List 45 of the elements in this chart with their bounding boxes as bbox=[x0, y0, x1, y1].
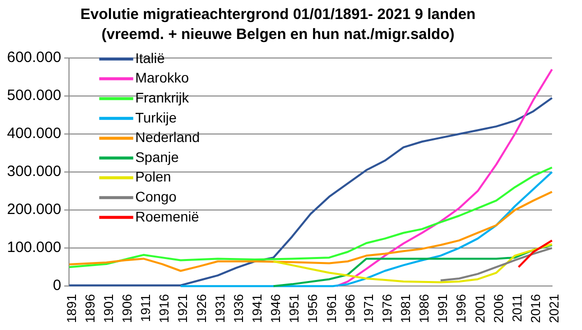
y-tick-label: 200.000 bbox=[6, 201, 62, 218]
legend-label: Nederland bbox=[135, 129, 200, 146]
legend-label: Congo bbox=[135, 188, 177, 204]
legend-label: Frankrijk bbox=[135, 89, 190, 106]
legend-label: Turkije bbox=[135, 109, 177, 126]
x-tick-label: 2011 bbox=[509, 294, 524, 322]
x-tick-label: 1916 bbox=[156, 294, 172, 323]
x-tick-label: 1971 bbox=[360, 294, 376, 323]
x-tick-label: 1951 bbox=[286, 294, 302, 323]
x-tick-label: 1936 bbox=[230, 294, 246, 323]
x-tick-label: 1896 bbox=[82, 294, 98, 323]
x-tick-label: 1901 bbox=[100, 294, 116, 323]
x-tick-label: 2001 bbox=[472, 294, 488, 323]
y-tick-label: 0 bbox=[52, 277, 62, 294]
x-tick-label: 1941 bbox=[249, 294, 264, 323]
x-tick-label: 1961 bbox=[324, 294, 339, 323]
legend-label: Roemenië bbox=[135, 208, 200, 224]
x-tick-label: 1931 bbox=[212, 294, 228, 323]
x-tick-label: 1986 bbox=[416, 294, 432, 323]
x-tick-label: 1991 bbox=[435, 294, 450, 323]
x-tick-label: 2021 bbox=[546, 294, 562, 323]
legend-label: Marokko bbox=[135, 70, 190, 86]
legend-label: Polen bbox=[135, 168, 172, 185]
x-tick-label: 1966 bbox=[342, 294, 358, 323]
chart-subtitle: (vreemd. + nieuwe Belgen en hun nat./migr.saldo) bbox=[102, 26, 454, 44]
y-tick-label: 500.000 bbox=[6, 87, 62, 104]
x-tick-label: 1891 bbox=[64, 294, 79, 323]
x-tick-label: 1926 bbox=[194, 294, 209, 323]
x-tick-label: 1976 bbox=[379, 294, 394, 323]
x-tick-label: 2006 bbox=[490, 294, 506, 323]
legend-label: Italië bbox=[135, 50, 166, 66]
y-tick-label: 400.000 bbox=[6, 125, 62, 142]
x-tick-label: 1906 bbox=[120, 294, 135, 323]
chart-title: Evolutie migratieachtergrond 01/01/1891- 2021 9 landen bbox=[80, 6, 476, 24]
y-tick-label: 300.000 bbox=[6, 163, 62, 180]
y-tick-label: 100.000 bbox=[6, 239, 62, 256]
x-tick-label: 1946 bbox=[268, 294, 284, 323]
x-tick-label: 1981 bbox=[398, 294, 414, 323]
legend-label: Spanje bbox=[135, 148, 180, 165]
y-tick-label: 600.000 bbox=[6, 49, 62, 66]
x-tick-label: 1911 bbox=[138, 294, 154, 322]
x-tick-label: 1956 bbox=[305, 294, 320, 323]
x-tick-label: 1996 bbox=[454, 294, 469, 323]
x-tick-label: 1921 bbox=[175, 294, 190, 323]
x-tick-label: 2016 bbox=[528, 294, 544, 323]
